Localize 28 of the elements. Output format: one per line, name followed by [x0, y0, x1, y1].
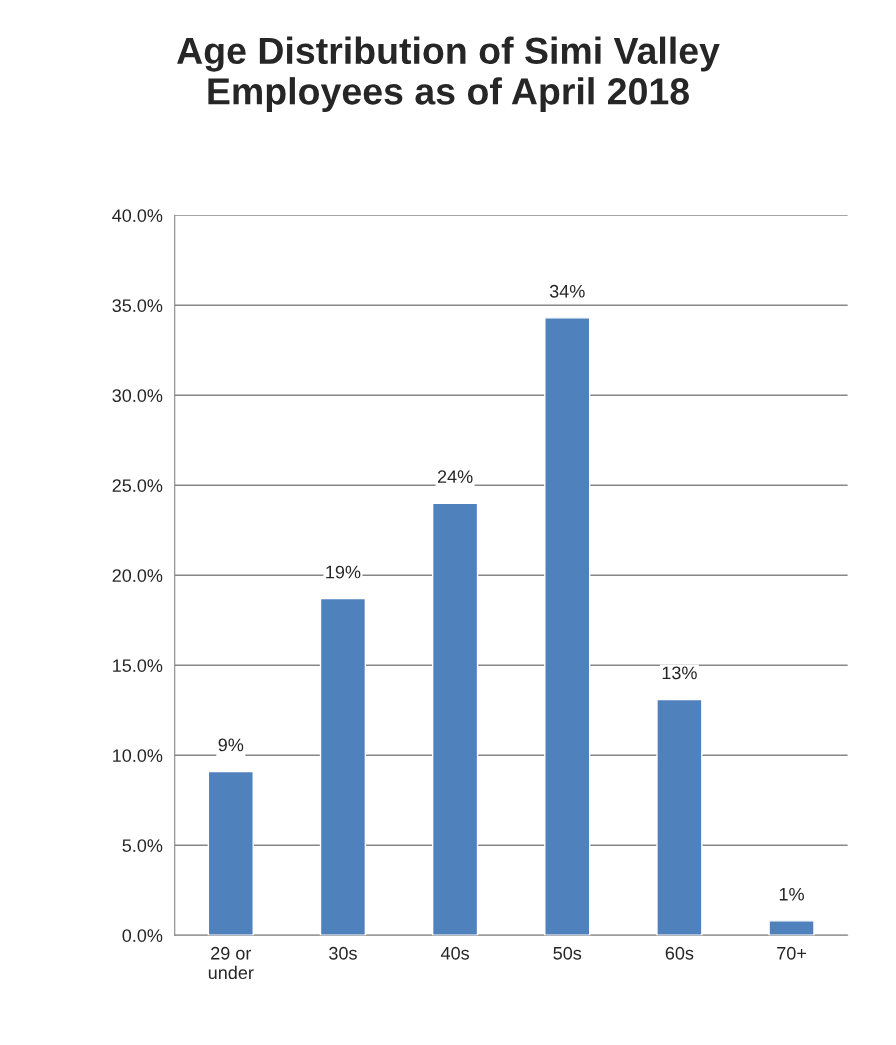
bar	[207, 770, 254, 936]
x-tick-label: 70+	[777, 946, 806, 960]
x-tick-label: 29 or under	[208, 946, 254, 980]
bar	[768, 920, 815, 936]
data-label: 24%	[437, 470, 473, 483]
data-label: 9%	[218, 738, 244, 752]
x-tick-label: 50s	[553, 946, 582, 960]
y-tick-label: 25.0%	[112, 479, 163, 492]
data-label: 13%	[662, 666, 697, 680]
data-label: 19%	[326, 565, 361, 579]
data-label: 34%	[549, 284, 585, 298]
bar	[544, 317, 591, 936]
y-tick-label: 35.0%	[112, 299, 163, 312]
y-tick-label: 40.0%	[112, 209, 163, 222]
chart-title: Age Distribution of Simi Valley Employees as of April 2018	[177, 36, 720, 113]
y-tick-label: 15.0%	[113, 659, 163, 672]
x-tick-label: 40s	[440, 946, 469, 960]
y-tick-label: 5.0%	[122, 839, 163, 852]
bar	[431, 502, 479, 936]
data-label: 1%	[779, 887, 804, 901]
y-tick-label: 10.0%	[113, 749, 163, 762]
y-tick-label: 30.0%	[112, 389, 163, 402]
y-tick-label: 20.0%	[112, 569, 163, 582]
bar	[656, 698, 703, 936]
x-tick-label: 30s	[329, 946, 357, 960]
y-tick-label: 0.0%	[122, 929, 163, 942]
x-tick-label: 60s	[665, 946, 694, 960]
bar	[319, 597, 367, 936]
